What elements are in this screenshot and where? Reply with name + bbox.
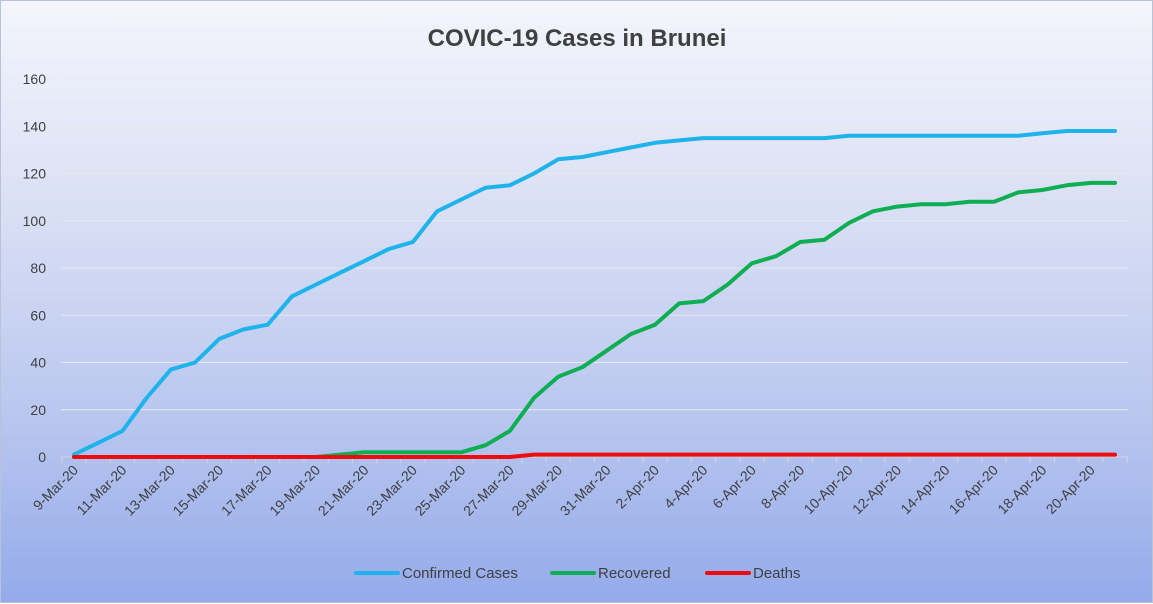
- y-tick-label: 140: [23, 118, 47, 134]
- x-tick-label: 13-Mar-20: [121, 462, 178, 519]
- series-line-confirmed-cases: [72, 129, 1117, 457]
- x-tick-label: 27-Mar-20: [460, 462, 517, 519]
- y-tick-label: 100: [23, 213, 47, 229]
- series-lines: [72, 129, 1117, 459]
- x-tick-label: 10-Apr-20: [800, 462, 855, 517]
- x-tick-label: 20-Apr-20: [1043, 462, 1098, 517]
- y-tick-label: 0: [38, 449, 46, 465]
- y-axis-ticks: 0 20 40 60 80 100 120 140 160: [23, 71, 47, 465]
- y-tick-label: 160: [23, 71, 47, 87]
- series-line-recovered: [72, 180, 1117, 459]
- x-tick-label: 4-Apr-20: [661, 462, 711, 512]
- x-tick-label: 15-Mar-20: [169, 462, 226, 519]
- legend: Confirmed Cases Recovered Deaths: [354, 565, 801, 582]
- x-tick-label: 6-Apr-20: [709, 462, 759, 512]
- x-tick-label: 25-Mar-20: [411, 462, 468, 519]
- x-axis: 9-Mar-2011-Mar-2013-Mar-2015-Mar-2017-Ma…: [30, 457, 1128, 519]
- y-tick-label: 40: [30, 355, 46, 371]
- y-tick-label: 60: [30, 307, 46, 323]
- x-tick-label: 23-Mar-20: [363, 462, 420, 519]
- legend-label: Confirmed Cases: [402, 565, 518, 582]
- gridlines: [61, 78, 1128, 458]
- x-tick-label: 31-Mar-20: [557, 462, 614, 519]
- legend-label: Deaths: [753, 565, 801, 582]
- x-tick-label: 11-Mar-20: [73, 462, 129, 518]
- x-tick-label: 16-Apr-20: [946, 462, 1001, 517]
- chart-title: COVIC-19 Cases in Brunei: [428, 25, 727, 52]
- x-tick-label: 14-Apr-20: [897, 462, 952, 517]
- y-tick-label: 120: [23, 166, 47, 182]
- x-tick-label: 8-Apr-20: [758, 462, 808, 512]
- x-tick-label: 19-Mar-20: [266, 462, 323, 519]
- y-tick-label: 80: [30, 260, 46, 276]
- x-tick-label: 12-Apr-20: [849, 462, 904, 517]
- y-tick-label: 20: [30, 402, 46, 418]
- x-tick-label: 29-Mar-20: [508, 462, 565, 519]
- x-tick-label: 17-Mar-20: [218, 462, 275, 519]
- series-line-deaths: [72, 452, 1117, 459]
- x-tick-label: 2-Apr-20: [612, 462, 662, 512]
- x-tick-label: 18-Apr-20: [994, 462, 1049, 517]
- legend-label: Recovered: [598, 565, 671, 582]
- x-tick-label: 21-Mar-20: [315, 462, 372, 519]
